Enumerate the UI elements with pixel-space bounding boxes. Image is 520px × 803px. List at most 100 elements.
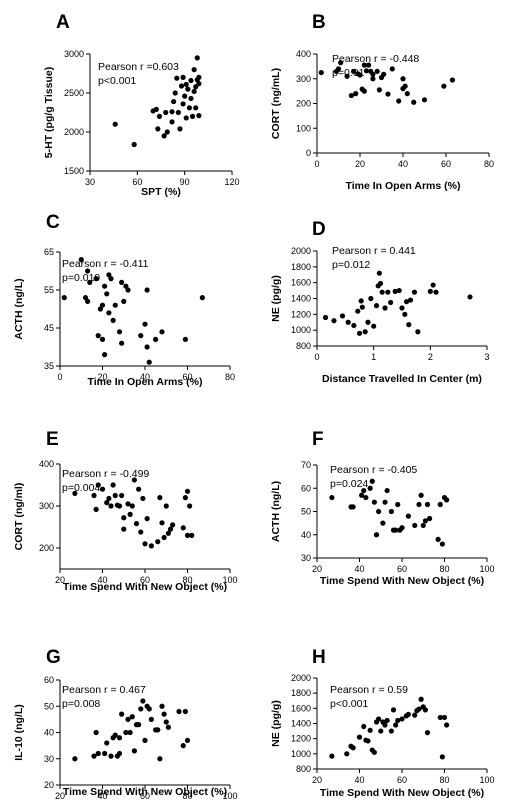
data-point — [415, 329, 421, 335]
data-point — [422, 707, 428, 713]
data-point — [402, 311, 408, 317]
data-point — [361, 723, 367, 730]
data-point — [171, 98, 177, 105]
data-point — [180, 74, 186, 80]
p-value-text: p=0.008 — [62, 698, 100, 710]
data-point — [193, 105, 199, 111]
y-tick-label: 30 — [301, 553, 311, 563]
y-tick-label: 70 — [301, 460, 311, 470]
data-point — [138, 529, 144, 535]
data-point — [188, 77, 194, 84]
y-tick-label: 45 — [44, 323, 54, 333]
data-point — [350, 504, 356, 510]
data-point — [402, 83, 408, 89]
y-tick-label: 2000 — [291, 673, 311, 683]
x-tick-label: 40 — [354, 775, 364, 785]
data-point — [177, 126, 183, 132]
data-point — [370, 71, 376, 77]
data-point — [164, 129, 170, 135]
data-point — [444, 497, 450, 503]
data-point — [95, 333, 101, 339]
data-point — [129, 714, 135, 720]
data-point — [174, 75, 180, 81]
y-tick-label: 1800 — [291, 262, 311, 272]
panel-c: C 0 20 40 60 80 35 45 55 65 Time In Open Arms (%) A… — [13, 212, 235, 388]
data-point — [396, 98, 402, 104]
y-axis-label: ACTH (ng/L) — [270, 481, 282, 542]
data-point — [404, 91, 410, 97]
data-point — [444, 722, 450, 728]
data-point — [140, 495, 146, 502]
data-point — [399, 305, 405, 311]
data-point — [191, 67, 197, 73]
data-point — [196, 81, 202, 87]
x-tick-label: 60 — [182, 372, 192, 382]
data-point — [412, 522, 418, 529]
data-point — [184, 488, 191, 494]
x-tick-label: 20 — [55, 791, 65, 801]
data-point — [180, 101, 186, 107]
panel-letter: A — [56, 12, 70, 33]
data-point — [102, 352, 108, 358]
y-tick-label: 35 — [44, 361, 54, 371]
data-point — [335, 66, 342, 72]
pearson-r-text: Pearson r = -0.499 — [62, 468, 149, 480]
data-point — [121, 298, 127, 304]
x-tick-label: 20 — [55, 575, 65, 585]
data-point — [142, 541, 148, 547]
data-point — [196, 74, 202, 80]
x-tick-label: 2 — [428, 352, 433, 362]
data-point — [411, 289, 418, 295]
data-point — [108, 276, 114, 282]
data-point — [125, 287, 131, 293]
data-point — [185, 86, 191, 92]
data-point — [399, 716, 405, 722]
pearson-r-text: Pearson r = -0.405 — [330, 464, 417, 476]
data-point — [121, 515, 127, 521]
panel-d: D 0 1 2 3 800 1000 1200 1400 1600 1800 2000 Distance… — [270, 219, 490, 385]
data-point — [136, 486, 142, 492]
data-point — [172, 90, 178, 96]
data-point — [329, 494, 335, 501]
data-point — [199, 295, 205, 301]
data-point — [359, 304, 365, 310]
panel-letter: C — [46, 212, 60, 233]
data-point — [395, 501, 401, 508]
data-point — [165, 530, 171, 536]
pearson-r-text: Pearson r =0.603 — [98, 61, 179, 73]
data-point — [331, 318, 337, 324]
data-point — [97, 306, 103, 312]
y-tick-label: 1200 — [291, 309, 311, 319]
x-tick-label: 80 — [484, 159, 494, 169]
x-tick-label: 60 — [140, 575, 150, 585]
x-tick-label: 20 — [355, 159, 365, 169]
data-point — [91, 492, 97, 499]
data-point — [182, 708, 188, 715]
p-value-text: p<0.001 — [330, 698, 368, 710]
data-point — [376, 270, 382, 276]
data-point — [72, 490, 78, 496]
data-point — [403, 299, 410, 305]
data-point — [129, 503, 135, 509]
y-tick-label: 400 — [39, 459, 54, 469]
x-axis-label: Time Spend With New Object (%) — [320, 575, 484, 587]
data-point — [180, 525, 186, 531]
x-tick-label: 100 — [222, 575, 237, 585]
y-tick-label: 1600 — [291, 278, 311, 288]
data-point — [371, 749, 377, 755]
data-point — [356, 734, 363, 740]
x-tick-label: 40 — [97, 791, 107, 801]
data-point — [127, 729, 133, 736]
data-point — [384, 487, 390, 494]
x-tick-label: 20 — [97, 372, 107, 382]
data-point — [146, 359, 152, 365]
data-point — [112, 121, 118, 127]
pearson-r-text: Pearson r = 0.441 — [332, 245, 416, 257]
data-point — [361, 62, 367, 68]
data-point — [467, 294, 473, 300]
data-point — [112, 302, 118, 308]
x-tick-label: 1 — [371, 352, 376, 362]
panel-e: E 20 40 60 80 100 200 300 400 Time Spend With New… — [13, 429, 238, 593]
data-point — [93, 729, 99, 736]
